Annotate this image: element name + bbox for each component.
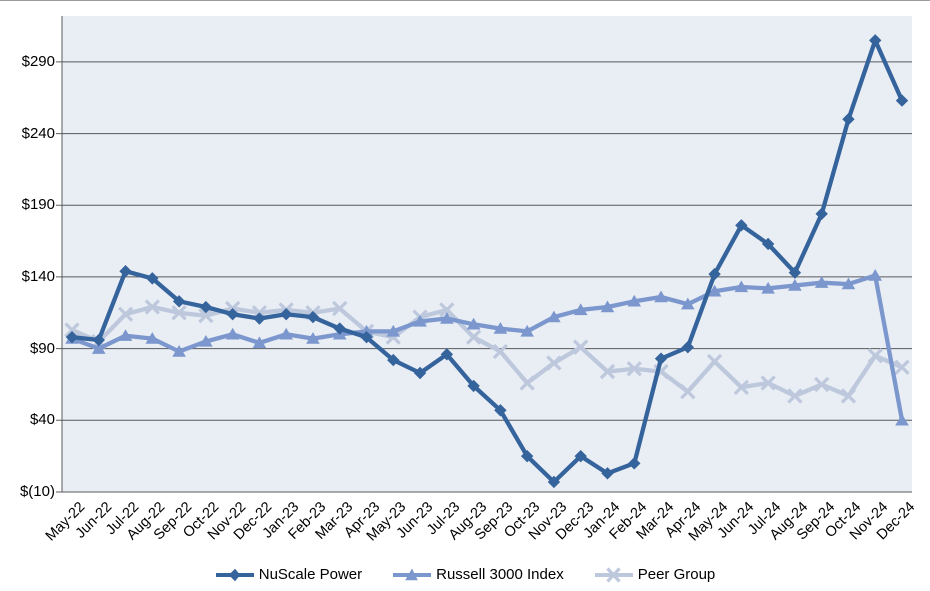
x-marker-icon [594,566,633,583]
legend-label: NuScale Power [258,566,363,583]
y-axis-tick-label: $(10) [19,483,55,500]
triangle-marker-icon [393,568,432,580]
legend-label: Peer Group [637,566,716,583]
chart-legend: NuScale Power Russell 3000 Index Peer Gr… [0,566,930,583]
y-axis-tick-label: $140 [21,267,55,285]
diamond-marker-icon [215,568,254,581]
legend-item-peer-group: Peer Group [594,566,716,583]
plot-area [56,16,912,493]
y-axis-tick-label: $240 [21,124,55,142]
legend-item-nuscale-power: NuScale Power [215,566,362,583]
legend-label: Russell 3000 Index [436,566,564,583]
y-axis-tick-label: $40 [29,411,55,429]
y-axis-tick-label: $190 [21,196,55,214]
y-axis-tick-label: $90 [29,339,55,357]
y-axis-tick-label: $290 [21,52,55,70]
legend-item-russell-3000-index: Russell 3000 Index [392,566,564,583]
